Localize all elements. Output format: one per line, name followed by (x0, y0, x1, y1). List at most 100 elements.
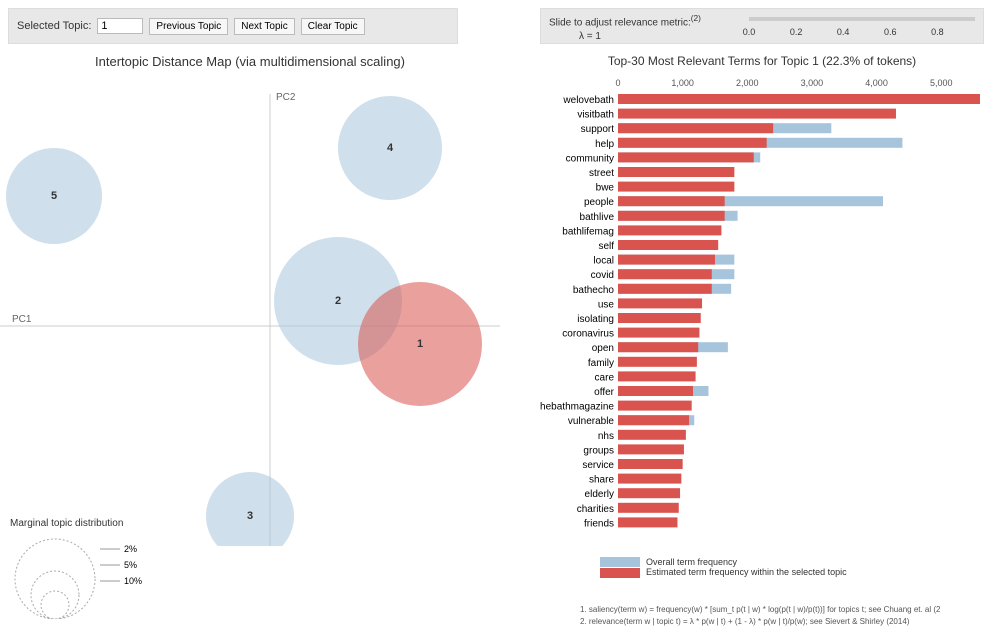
topic-bar[interactable] (618, 474, 681, 484)
term-label: community (566, 153, 614, 164)
topic-bar[interactable] (618, 284, 712, 294)
chart-legend: Overall term frequency Estimated term fr… (600, 557, 847, 578)
x-tick-label: 0 (615, 78, 620, 88)
topic-bar[interactable] (618, 503, 679, 513)
topic-bar[interactable] (618, 444, 684, 454)
slider-tick: 0.6 (884, 27, 897, 37)
marginal-caption: Marginal topic distribution (10, 518, 210, 529)
topic-bar[interactable] (618, 371, 696, 381)
term-label: family (588, 358, 614, 369)
previous-topic-button[interactable]: Previous Topic (149, 18, 228, 35)
term-label: coronavirus (562, 329, 614, 340)
slider-label: Slide to adjust relevance metric: (549, 17, 691, 28)
term-label: self (598, 241, 614, 252)
topic-bar[interactable] (618, 94, 980, 104)
topic-bar[interactable] (618, 182, 734, 192)
term-label: groups (583, 445, 614, 456)
topic-bar[interactable] (618, 430, 686, 440)
topic-label: 1 (417, 338, 423, 350)
topic-label: 5 (51, 190, 57, 202)
term-label: welovebath (562, 95, 614, 106)
x-tick-label: 2,000 (736, 78, 759, 88)
svg-text:PC1: PC1 (12, 314, 32, 325)
term-label: bathlive (580, 212, 615, 223)
topic-bar[interactable] (618, 357, 697, 367)
topic-bar[interactable] (618, 167, 734, 177)
topic-bar[interactable] (618, 298, 702, 308)
slider-tick: 0.2 (790, 27, 803, 37)
term-label: isolating (577, 314, 614, 325)
x-tick-label: 1,000 (671, 78, 694, 88)
term-label: nhs (598, 431, 614, 442)
slider-track[interactable] (749, 17, 975, 21)
marginal-ring-label: 10% (124, 576, 142, 586)
term-label: care (595, 372, 615, 383)
term-label: support (581, 124, 615, 135)
selected-topic-label: Selected Topic: (17, 20, 91, 32)
topic-bar[interactable] (618, 342, 698, 352)
topic-bar[interactable] (618, 415, 689, 425)
term-label: help (595, 139, 614, 150)
term-label: street (589, 168, 614, 179)
term-label: friends (584, 518, 614, 529)
legend-topic: Estimated term frequency within the sele… (646, 567, 847, 577)
term-label: local (593, 256, 614, 267)
terms-barchart[interactable]: 0 1,000 2,000 3,000 4,000 5,000 welovebath visi… (540, 74, 984, 554)
intertopic-panel: Intertopic Distance Map (via multidimens… (0, 54, 500, 632)
term-label: thebathmagazine (540, 402, 614, 413)
topic-bar[interactable] (618, 517, 677, 527)
slider-tick: 0.0 (743, 27, 756, 37)
topic-bar[interactable] (618, 196, 725, 206)
topic-bar[interactable] (618, 123, 773, 133)
slider-tick: 0.4 (837, 27, 850, 37)
topic-label: 4 (387, 142, 394, 154)
next-topic-button[interactable]: Next Topic (234, 18, 295, 35)
topic-controls: Selected Topic: Previous Topic Next Topi… (8, 8, 458, 44)
intertopic-plot[interactable]: PC1PC223451 (0, 76, 500, 546)
term-label: charities (577, 504, 614, 515)
lambda-value: λ = 1 (579, 30, 601, 44)
topic-bar[interactable] (618, 138, 767, 148)
topic-bar[interactable] (618, 313, 701, 323)
term-label: bathecho (573, 285, 615, 296)
marginal-legend: Marginal topic distribution 2%5%10% (10, 518, 210, 628)
term-label: covid (591, 270, 614, 281)
terms-panel: Top-30 Most Relevant Terms for Topic 1 (… (540, 54, 984, 632)
selected-topic-input[interactable] (97, 18, 143, 34)
overall-swatch (600, 557, 640, 567)
topic-bar[interactable] (618, 152, 754, 162)
term-label: share (589, 475, 614, 486)
x-tick-label: 5,000 (930, 78, 953, 88)
slider-tick: 0.8 (931, 27, 944, 37)
x-tick-label: 3,000 (801, 78, 824, 88)
x-tick-label: 4,000 (865, 78, 888, 88)
term-label: visitbath (577, 110, 614, 121)
topic-bar[interactable] (618, 401, 692, 411)
term-label: offer (594, 387, 614, 398)
slider-sup: (2) (691, 13, 701, 23)
topic-bar[interactable] (618, 269, 712, 279)
topic-bar[interactable] (618, 328, 699, 338)
footnote-1: 1. saliency(term w) = frequency(w) * [su… (580, 604, 984, 616)
topic-label: 2 (335, 295, 341, 307)
svg-text:PC2: PC2 (276, 92, 296, 103)
topic-bar[interactable] (618, 109, 896, 119)
term-label: elderly (585, 489, 614, 500)
term-label: people (584, 197, 614, 208)
term-label: vulnerable (568, 416, 615, 427)
topic-bar[interactable] (618, 240, 718, 250)
term-label: use (598, 299, 615, 310)
topic-bar[interactable] (618, 255, 715, 265)
lambda-slider[interactable]: 0.00.20.40.60.8 (749, 11, 975, 43)
topic-bar[interactable] (618, 386, 693, 396)
intertopic-title: Intertopic Distance Map (via multidimens… (0, 54, 500, 69)
topic-bar[interactable] (618, 488, 680, 498)
clear-topic-button[interactable]: Clear Topic (301, 18, 365, 35)
topic-bar[interactable] (618, 211, 725, 221)
topic-bar[interactable] (618, 225, 721, 235)
marginal-ring-label: 5% (124, 560, 137, 570)
term-label: service (582, 460, 614, 471)
topic-bar[interactable] (618, 459, 683, 469)
topic-swatch (600, 568, 640, 578)
footnotes: 1. saliency(term w) = frequency(w) * [su… (580, 604, 984, 628)
